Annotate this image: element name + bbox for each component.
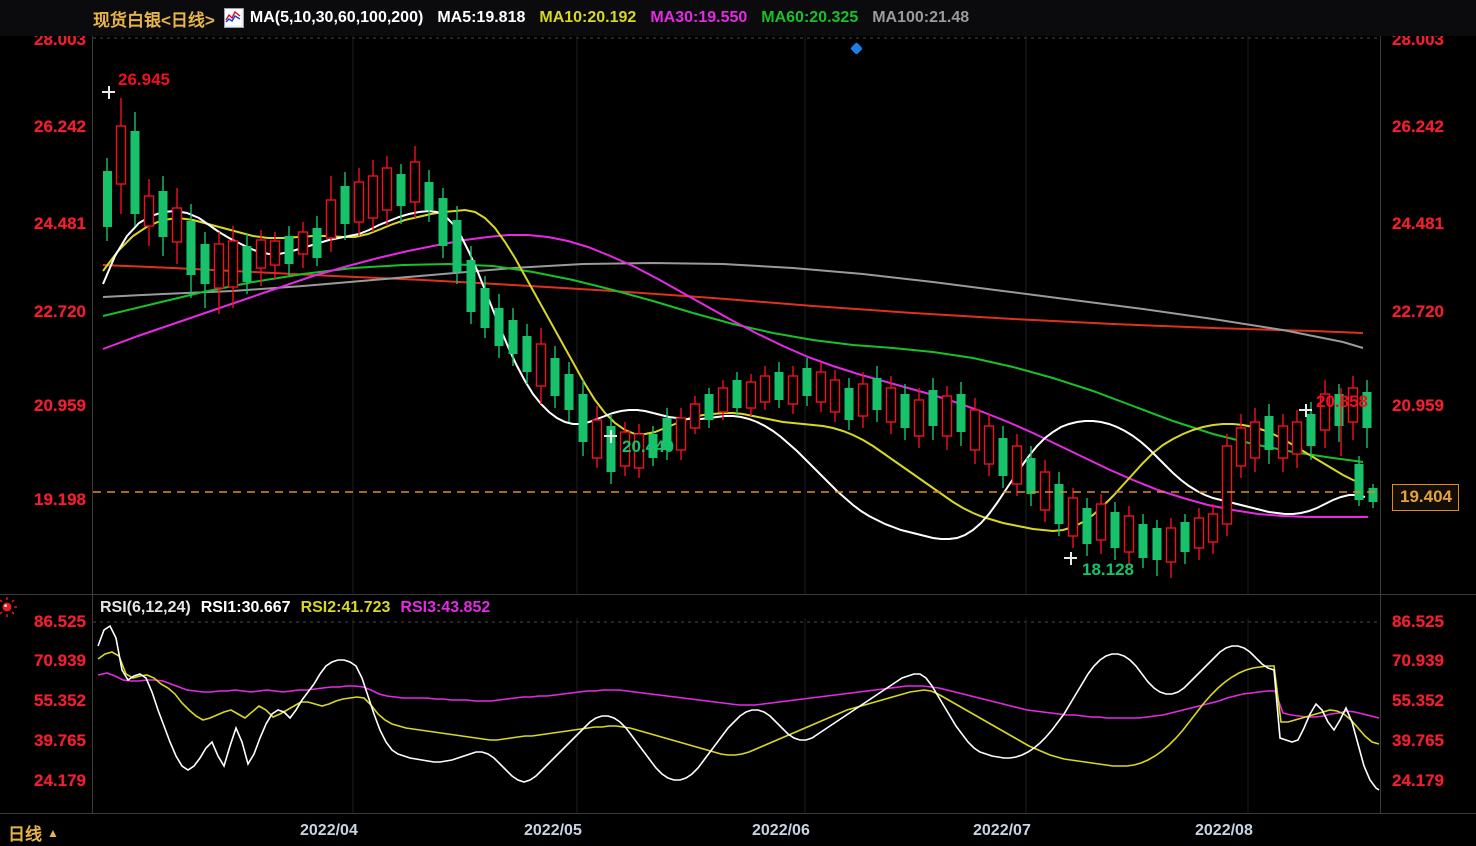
swing-high-marker <box>102 86 115 99</box>
chart-header: 现货白银<日线> MA(5,10,30,60,100,200) MA5:19.8… <box>0 0 1476 36</box>
symbol-name: 现货白银 <box>93 10 161 30</box>
bottom-axis-bar: 日线 ▲ 2022/04 2022/05 2022/06 2022/07 202… <box>0 813 1476 846</box>
x-axis-tick: 2022/04 <box>300 822 358 839</box>
rsi-axis-tick-right: 39.765 <box>1392 731 1444 750</box>
rsi-axis-tick-left: 24.179 <box>34 771 86 790</box>
x-axis-tick: 2022/05 <box>524 822 582 839</box>
price-axis-tick-right: 20.959 <box>1392 396 1444 415</box>
ma100-value: MA100:21.48 <box>872 9 970 26</box>
price-chart-svg <box>93 36 1380 594</box>
triangle-up-icon: ▲ <box>47 825 59 840</box>
ma10-value: MA10:20.192 <box>539 9 637 26</box>
price-axis-tick-left: 24.481 <box>34 214 86 233</box>
rsi-axis-tick-left: 70.939 <box>34 651 86 670</box>
rsi-axis-tick-right: 55.352 <box>1392 691 1444 710</box>
period-selector[interactable]: 日线 ▲ <box>8 820 59 845</box>
ma30-value: MA30:19.550 <box>650 9 748 26</box>
rsi1-value: RSI1:30.667 <box>200 599 291 616</box>
alert-indicator-icon[interactable] <box>0 596 18 618</box>
ma5-value: MA5:19.818 <box>437 9 526 26</box>
rsi-axis-tick-left: 39.765 <box>34 731 86 750</box>
symbol-title: 现货白银<日线> <box>93 6 215 31</box>
last-price-tag: 19.404 <box>1392 484 1459 511</box>
price-axis-tick-right: 26.242 <box>1392 117 1444 136</box>
left-axis-divider <box>92 0 93 814</box>
ma60-value: MA60:20.325 <box>761 9 859 26</box>
price-axis-tick-left: 22.720 <box>34 302 86 321</box>
rsi-legend: RSI(6,12,24) RSI1:30.667 RSI2:41.723 RSI3:4… <box>100 599 500 617</box>
swing-high-label: 26.945 <box>118 70 170 89</box>
swing-high-marker <box>1299 404 1312 417</box>
right-axis-divider <box>1380 0 1381 814</box>
swing-high-label: 20.858 <box>1316 392 1368 411</box>
price-axis-tick-left: 19.198 <box>34 490 86 509</box>
rsi-axis-tick-right: 70.939 <box>1392 651 1444 670</box>
rsi-chart-pane[interactable] <box>93 618 1380 814</box>
x-axis-tick: 2022/07 <box>973 822 1031 839</box>
rsi-chart-svg <box>93 618 1380 814</box>
candlestick-series <box>103 98 1378 578</box>
swing-low-marker <box>1064 552 1077 565</box>
price-axis-tick-left: 26.242 <box>34 117 86 136</box>
price-axis-tick-right: 24.481 <box>1392 214 1444 233</box>
rsi-axis-tick-left: 86.525 <box>34 612 86 631</box>
swing-low-label: 18.128 <box>1082 560 1134 579</box>
rsi2-value: RSI2:41.723 <box>300 599 391 616</box>
rsi-axis-tick-right: 86.525 <box>1392 612 1444 631</box>
rsi3-value: RSI3:43.852 <box>400 599 491 616</box>
pane-divider <box>0 594 1476 595</box>
symbol-period: <日线> <box>161 10 215 30</box>
price-axis-tick-right: 22.720 <box>1392 302 1444 321</box>
chart-lines-icon <box>223 8 244 28</box>
rsi-axis-tick-left: 55.352 <box>34 691 86 710</box>
price-axis-tick-left: 20.959 <box>34 396 86 415</box>
price-chart-pane[interactable] <box>93 36 1380 594</box>
ma-params-label: MA(5,10,30,60,100,200) <box>249 9 424 26</box>
x-axis-tick: 2022/06 <box>752 822 810 839</box>
swing-low-marker <box>604 430 617 443</box>
x-axis-tick: 2022/08 <box>1195 822 1253 839</box>
rsi-params-label: RSI(6,12,24) <box>100 599 191 616</box>
swing-low-label: 20.440 <box>622 437 674 456</box>
rsi-axis-tick-right: 24.179 <box>1392 771 1444 790</box>
period-selector-label: 日线 <box>8 825 42 844</box>
